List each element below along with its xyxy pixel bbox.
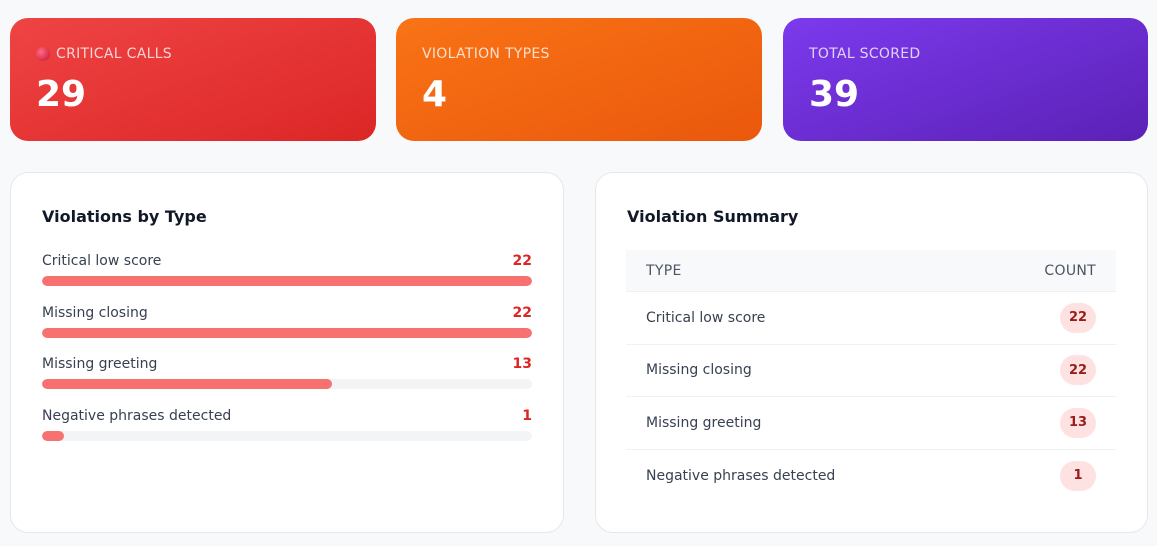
stat-label: VIOLATION TYPES — [422, 46, 550, 62]
progress-fill — [42, 276, 532, 286]
progress-fill — [42, 379, 332, 390]
progress-track — [42, 431, 532, 442]
type-cell: Missing greeting — [646, 414, 762, 431]
count-badge: 22 — [1060, 302, 1096, 333]
violation-count: 13 — [512, 356, 532, 373]
type-cell: Critical low score — [646, 309, 766, 326]
violation-bar-row: Negative phrases detected 1 — [42, 408, 532, 442]
stat-label: TOTAL SCORED — [809, 46, 921, 62]
progress-track — [42, 379, 532, 390]
stat-value: 39 — [809, 74, 860, 115]
violation-bar-row: Critical low score 22 — [42, 253, 532, 286]
violation-type-label: Missing greeting — [42, 356, 158, 373]
violation-bar-row: Missing greeting 13 — [42, 356, 532, 390]
count-badge: 22 — [1060, 355, 1096, 386]
violation-summary-table: TYPE COUNT Critical low score 22 Missing c… — [626, 250, 1116, 502]
violation-count: 22 — [512, 304, 532, 321]
violation-type-label: Missing closing — [42, 304, 148, 321]
violation-type-label: Negative phrases detected — [42, 408, 232, 425]
violation-bar-row: Missing closing 22 — [42, 305, 532, 338]
stat-value: 29 — [36, 74, 87, 115]
violations-by-type-panel: Violations by Type Critical low score 22 M… — [10, 172, 564, 533]
stat-card-critical-calls: CRITICAL CALLS 29 — [10, 18, 376, 141]
count-badge: 1 — [1060, 460, 1096, 491]
progress-track — [42, 276, 532, 286]
panel-title: Violations by Type — [42, 207, 207, 226]
progress-track — [42, 327, 532, 338]
red-circle-icon — [36, 47, 50, 61]
table-header: TYPE COUNT — [626, 250, 1116, 292]
progress-fill — [42, 327, 532, 338]
panel-title: Violation Summary — [627, 207, 799, 226]
stat-card-violation-types: VIOLATION TYPES 4 — [396, 18, 762, 141]
column-header-count: COUNT — [1044, 262, 1096, 279]
count-badge: 13 — [1060, 407, 1096, 438]
violation-type-label: Critical low score — [42, 253, 162, 269]
violation-count: 22 — [512, 253, 532, 269]
table-row: Missing closing 22 — [626, 345, 1116, 397]
table-row: Critical low score 22 — [626, 292, 1116, 345]
violation-count: 1 — [522, 408, 532, 425]
table-row: Missing greeting 13 — [626, 397, 1116, 450]
stat-card-total-scored: TOTAL SCORED 39 — [783, 18, 1148, 141]
table-row: Negative phrases detected 1 — [626, 450, 1116, 503]
stat-value: 4 — [422, 74, 448, 115]
stat-label: CRITICAL CALLS — [56, 46, 172, 62]
violation-summary-panel: Violation Summary TYPE COUNT Critical lo… — [595, 172, 1148, 533]
type-cell: Missing closing — [646, 362, 752, 379]
progress-fill — [42, 431, 65, 442]
column-header-type: TYPE — [646, 262, 682, 279]
type-cell: Negative phrases detected — [646, 467, 836, 484]
